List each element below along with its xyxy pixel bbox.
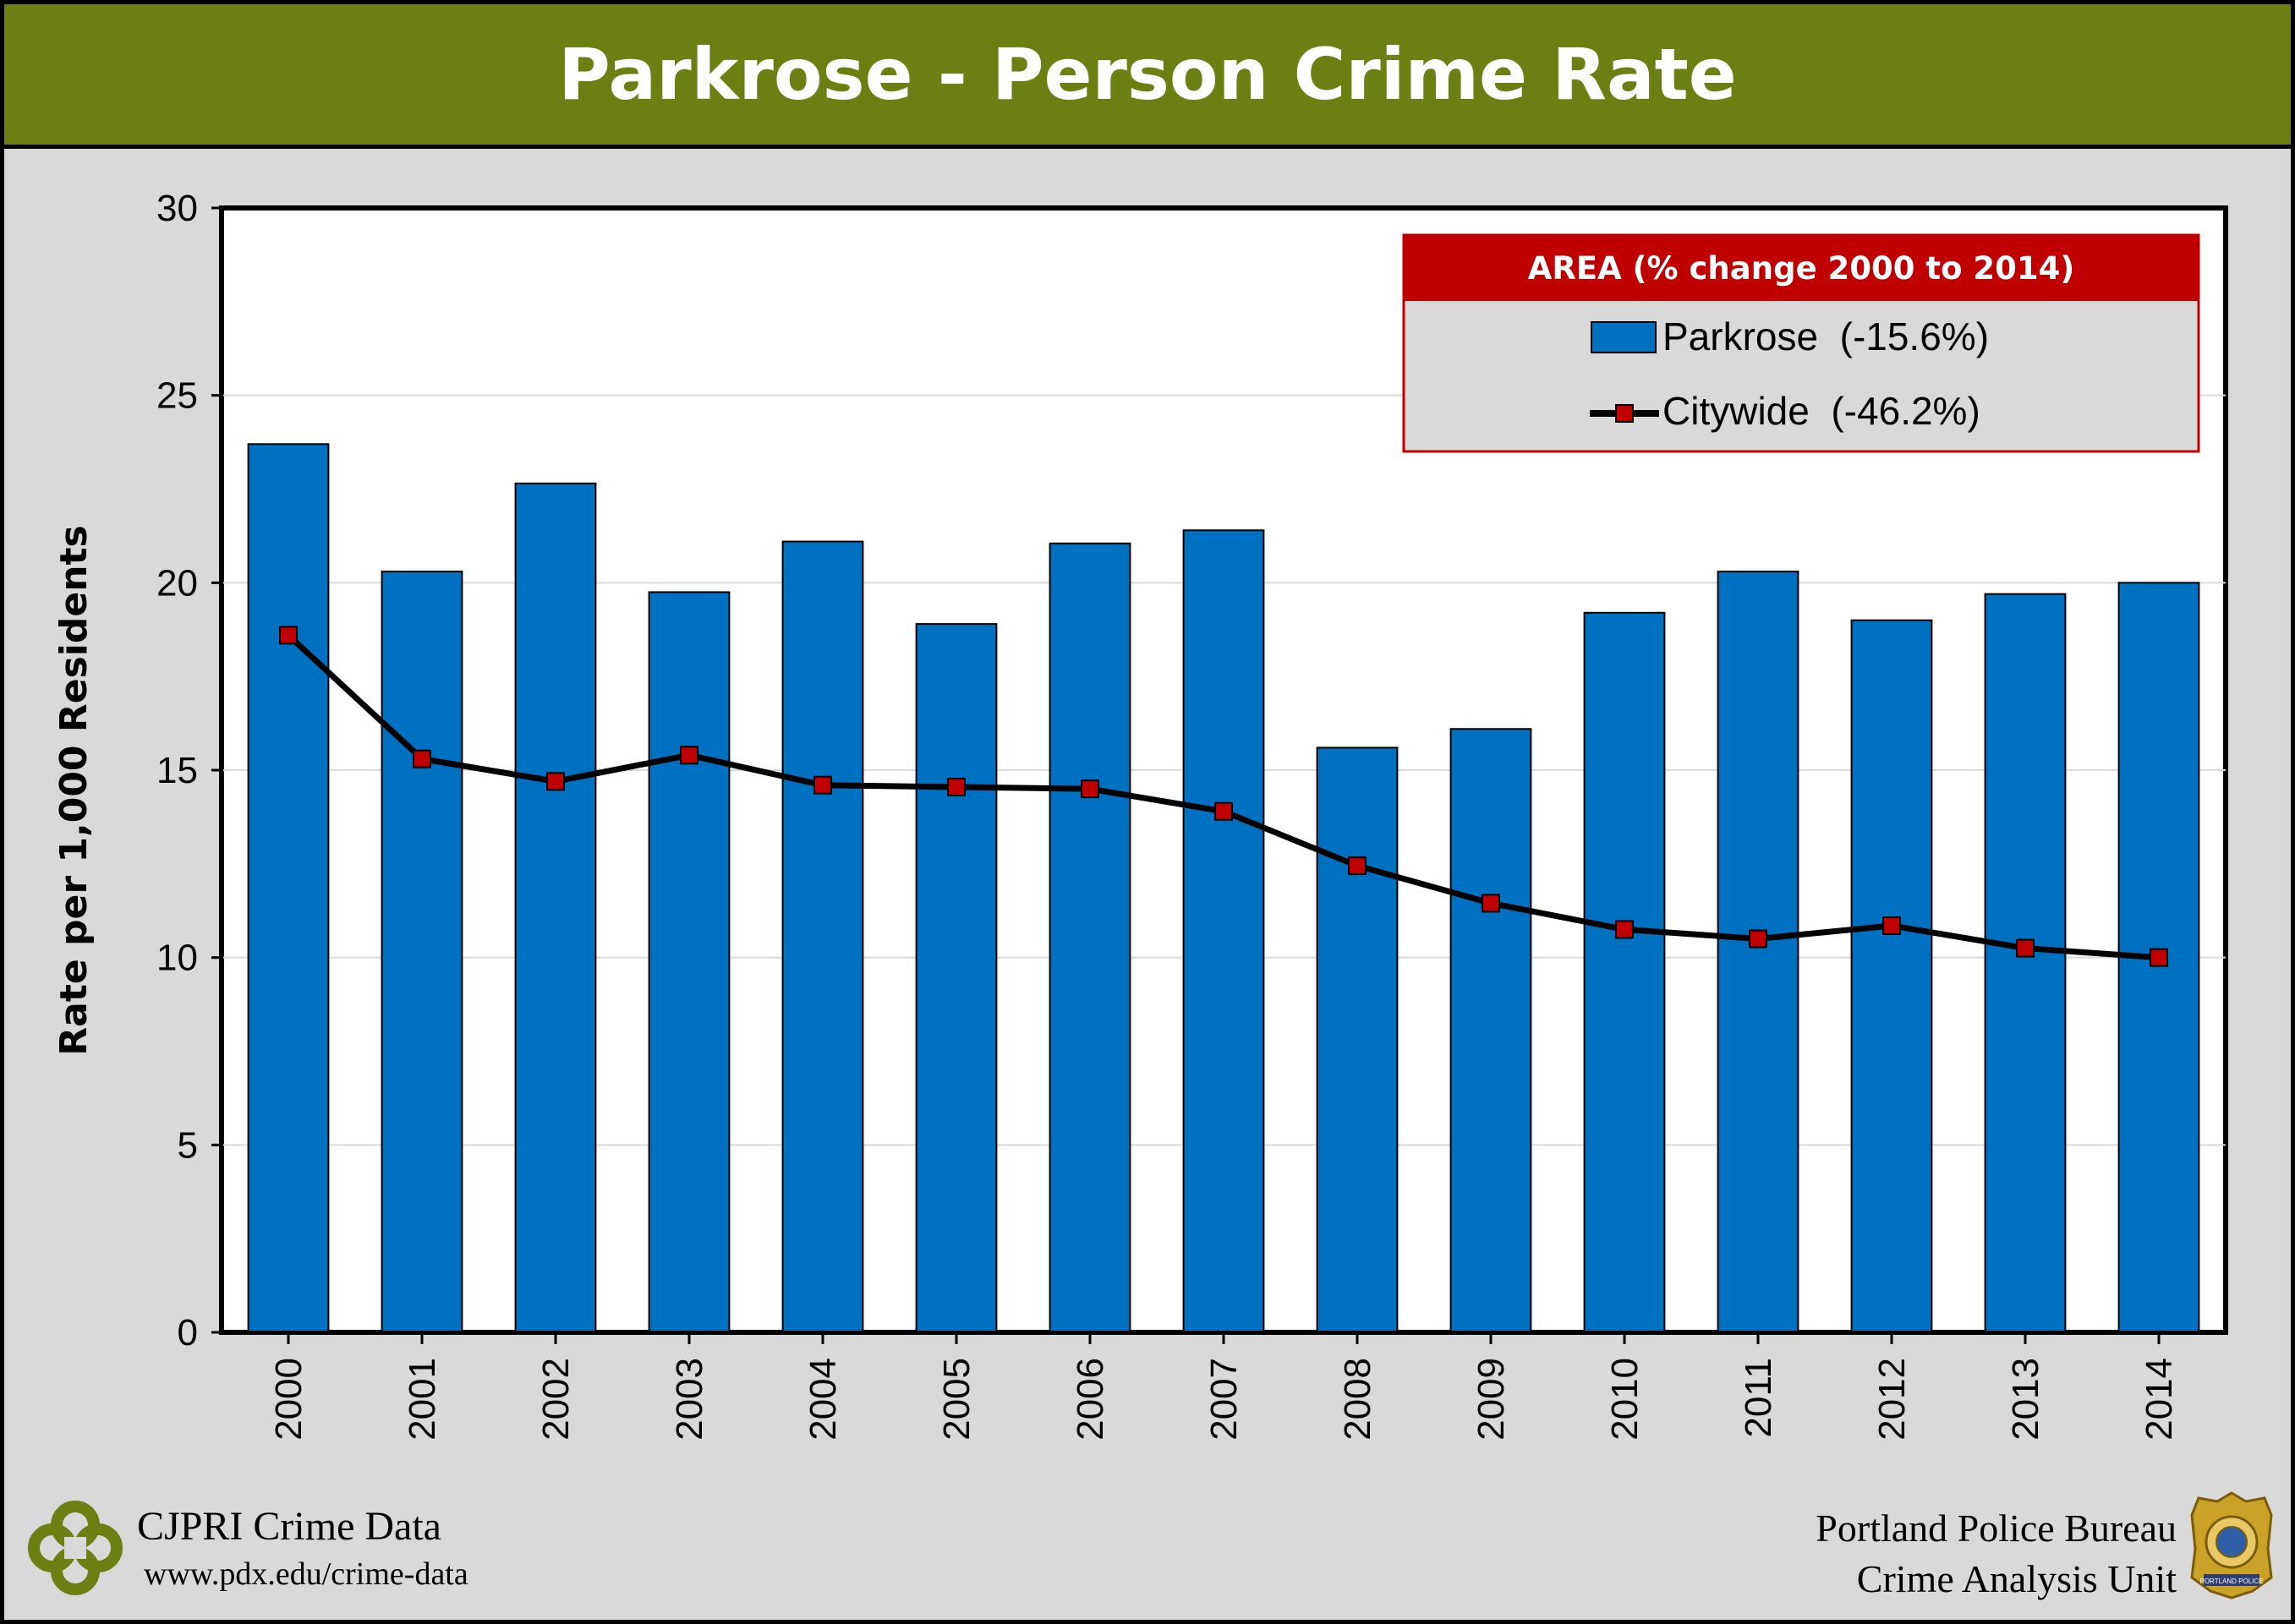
bar <box>1316 746 1399 1333</box>
y-tick-label: 0 <box>178 1312 198 1353</box>
bar-series <box>247 443 2200 1333</box>
bar <box>514 482 597 1333</box>
chart-title: Parkrose - Person Crime Rate <box>558 33 1737 116</box>
bar <box>1449 728 1532 1333</box>
citywide-marker <box>413 749 431 768</box>
bar <box>915 623 998 1333</box>
x-tick-label: 2001 <box>402 1358 443 1441</box>
y-tick-label: 10 <box>156 938 198 979</box>
x-tick-label: 2011 <box>1738 1358 1779 1438</box>
citywide-marker <box>1615 920 1634 939</box>
y-tick-label: 15 <box>156 750 198 791</box>
legend-label-parkrose: Parkrose (-15.6%) <box>1662 314 1989 358</box>
y-tick-label: 5 <box>178 1124 198 1166</box>
citywide-marker <box>1348 856 1367 876</box>
bar <box>1049 542 1131 1333</box>
y-axis-ticks: 0 5 10 15 20 25 30 <box>156 188 222 1353</box>
citywide-marker <box>1482 894 1500 913</box>
x-tick-label: 2000 <box>268 1358 309 1441</box>
bar <box>1984 593 2067 1333</box>
bar <box>247 443 330 1333</box>
citywide-marker <box>1749 929 1767 949</box>
legend-header: AREA (% change 2000 to 2014) <box>1528 250 2075 287</box>
x-tick-label: 2013 <box>2005 1358 2046 1441</box>
citywide-marker <box>680 746 698 765</box>
footer-agency-line2: Crime Analysis Unit <box>1856 1557 2177 1600</box>
y-tick-label: 20 <box>156 562 198 604</box>
footer-agency-line1: Portland Police Bureau <box>1816 1506 2177 1550</box>
citywide-marker <box>2016 938 2035 958</box>
citywide-marker <box>1882 916 1901 935</box>
citywide-marker <box>947 777 966 796</box>
bar <box>1717 571 1799 1333</box>
x-tick-label: 2002 <box>535 1358 577 1441</box>
legend-header-bg <box>1404 235 2199 301</box>
x-tick-label: 2005 <box>936 1358 978 1441</box>
x-tick-label: 2004 <box>802 1358 844 1441</box>
x-tick-label: 2003 <box>669 1358 710 1441</box>
badge-text: PORTLAND POLICE <box>2200 1578 2264 1585</box>
citywide-marker <box>1214 801 1233 821</box>
bar <box>648 591 731 1333</box>
x-tick-label: 2008 <box>1337 1358 1378 1441</box>
police-badge-icon: PORTLAND POLICE <box>2190 1491 2273 1599</box>
x-tick-label: 2009 <box>1471 1358 1512 1441</box>
citywide-marker <box>279 626 298 645</box>
bar <box>1850 619 1933 1333</box>
line-series <box>279 626 2168 967</box>
citywide-marker <box>813 775 832 795</box>
y-tick-label: 30 <box>156 188 198 229</box>
footer-source-title: CJPRI Crime Data <box>137 1504 441 1549</box>
x-tick-label: 2006 <box>1070 1358 1111 1441</box>
y-tick-label: 25 <box>156 375 198 417</box>
y-axis-title: Rate per 1,000 Residents <box>52 525 96 1056</box>
bar <box>781 540 864 1333</box>
x-tick-label: 2012 <box>1871 1358 1913 1441</box>
bar <box>1583 611 1666 1333</box>
footer-agency: Portland Police Bureau Crime Analysis Un… <box>1816 1503 2177 1605</box>
cjpri-logo-icon <box>28 1501 123 1595</box>
citywide-marker <box>2150 948 2168 967</box>
x-tick-label: 2010 <box>1604 1358 1646 1441</box>
legend: AREA (% change 2000 to 2014) Parkrose (-… <box>1402 233 2200 453</box>
citywide-marker <box>546 772 565 791</box>
legend-marker-citywide <box>1615 404 1634 423</box>
bar <box>381 571 463 1333</box>
footer-source-url: www.pdx.edu/crime-data <box>144 1556 468 1592</box>
title-bar: Parkrose - Person Crime Rate <box>4 4 2291 149</box>
citywide-marker <box>1081 779 1099 799</box>
legend-label-citywide: Citywide (-46.2%) <box>1662 389 1980 433</box>
x-tick-label: 2014 <box>2139 1358 2180 1441</box>
x-axis-ticks: 2000 2001 2002 2003 2004 2005 2006 2007 2008 2009… <box>268 1332 2180 1441</box>
legend-swatch-parkrose <box>1591 321 1657 353</box>
bar <box>1182 529 1265 1333</box>
x-tick-label: 2007 <box>1203 1358 1245 1441</box>
